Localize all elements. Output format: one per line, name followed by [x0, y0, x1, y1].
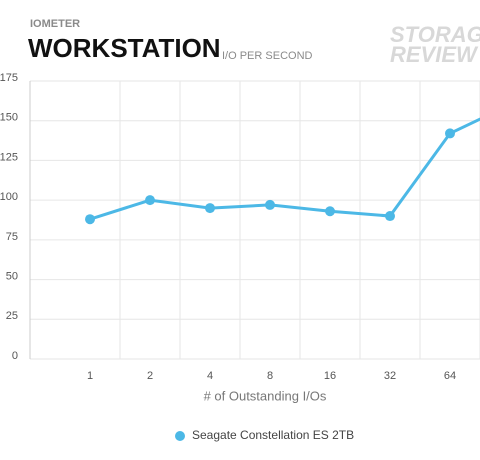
x-tick-label: 8 — [267, 370, 273, 382]
series-line — [89, 117, 480, 221]
data-point — [85, 214, 95, 225]
data-point — [145, 195, 155, 206]
x-tick-label: 64 — [444, 370, 456, 382]
x-tick-label: 32 — [384, 370, 396, 382]
x-tick-label: 1 — [87, 370, 93, 382]
chart-title: WORKSTATION — [28, 33, 221, 63]
y-tick-label: 175 — [0, 72, 18, 84]
y-tick-label: 0 — [12, 350, 18, 362]
data-point — [445, 128, 455, 139]
data-point — [385, 211, 395, 222]
y-tick-label: 150 — [0, 112, 18, 124]
legend-marker — [175, 431, 185, 441]
chart-subtitle: I/O PER SECOND — [222, 50, 313, 62]
y-tick-label: 75 — [6, 231, 18, 243]
x-axis-title: # of Outstanding I/Os — [204, 388, 327, 403]
legend-label: Seagate Constellation ES 2TB — [192, 428, 354, 442]
watermark: STORAGE — [390, 22, 480, 47]
data-point — [265, 199, 275, 210]
x-tick-label: 16 — [324, 370, 336, 382]
chart-pretitle: IOMETER — [30, 18, 80, 30]
watermark: REVIEW — [390, 42, 479, 67]
y-tick-label: 125 — [0, 151, 18, 163]
x-tick-label: 2 — [147, 370, 153, 382]
y-tick-label: 50 — [6, 270, 18, 282]
y-tick-label: 25 — [6, 310, 18, 322]
data-point — [325, 206, 335, 217]
y-tick-label: 100 — [0, 191, 18, 203]
x-tick-label: 4 — [207, 370, 213, 382]
data-point — [205, 203, 215, 214]
